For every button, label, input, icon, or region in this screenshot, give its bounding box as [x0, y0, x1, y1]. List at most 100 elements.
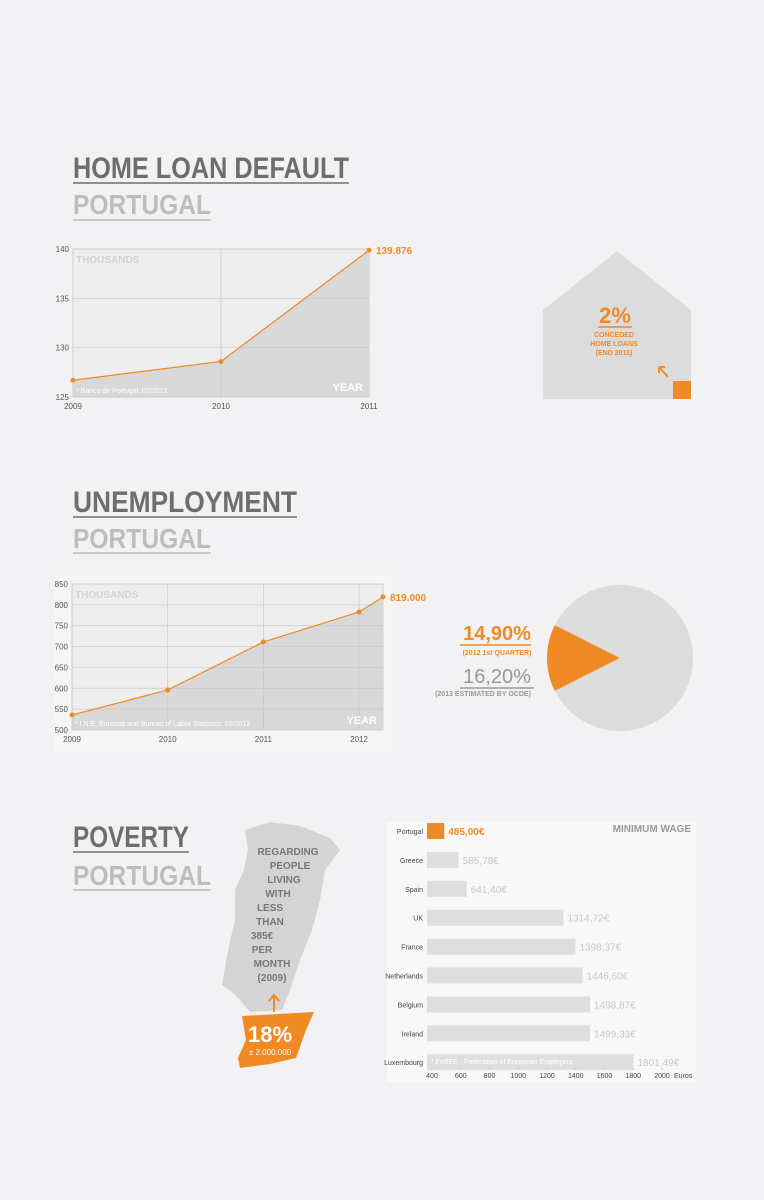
x-tick-label: 2011 [255, 735, 273, 744]
axis-unit: THOUSANDS [75, 590, 139, 601]
house-value: 2% [599, 303, 631, 328]
bar [427, 1054, 634, 1071]
area [73, 250, 369, 397]
arrow [268, 993, 280, 1012]
point [260, 639, 266, 645]
x-tick-label: 1600 [597, 1073, 613, 1080]
y-tick-label: 140 [56, 245, 70, 254]
section-subtitle: PORTUGAL [73, 189, 211, 220]
bar [427, 1025, 591, 1042]
bar [427, 938, 576, 955]
value-label: 1398,37€ [580, 943, 622, 954]
category-label: Belgium [398, 1002, 423, 1009]
map-text: THAN [256, 917, 284, 928]
y-tick-label: 550 [55, 705, 69, 714]
value-label: 1446,60€ [586, 972, 628, 983]
bar [427, 851, 459, 868]
map-text: PEOPLE [270, 861, 311, 872]
x-tick-label: 800 [484, 1073, 496, 1080]
axis-label: YEAR [346, 715, 377, 727]
category-label: Portugal [397, 829, 424, 836]
category-label: Greece [400, 858, 423, 865]
x-tick-label: 2009 [64, 402, 82, 411]
map-text: (2009) [258, 973, 287, 984]
value-label: 585,78€ [463, 856, 500, 867]
value-label: 641,40€ [471, 885, 508, 896]
house-text: (END 2011) [596, 350, 633, 357]
value-label: 1498,87€ [594, 1000, 636, 1011]
category-label: UK [413, 916, 423, 923]
axis-unit: THOUSANDS [76, 255, 140, 266]
point [380, 594, 386, 600]
map [222, 822, 340, 1012]
point [165, 687, 171, 693]
x-tick-label: 1200 [539, 1073, 555, 1080]
y-tick-label: 650 [55, 663, 69, 672]
x-tick-label: 2011 [360, 402, 378, 411]
y-tick-label: 700 [55, 643, 69, 652]
category-label: France [401, 945, 423, 952]
y-tick-label: 135 [56, 294, 70, 303]
bar [427, 967, 583, 984]
map-text: 385€ [251, 931, 274, 942]
map-value: 18% [248, 1022, 292, 1047]
map-count: ± 2.000.000 [249, 1048, 292, 1057]
map-text: PER [252, 945, 273, 956]
y-tick-label: 750 [55, 622, 69, 631]
point [218, 358, 224, 364]
map-region [238, 1012, 314, 1068]
x-tick-label: 2010 [212, 402, 230, 411]
axis-label: Euros [674, 1073, 693, 1080]
category-label: Spain [405, 887, 423, 894]
x-tick-label: 2010 [159, 735, 177, 744]
x-tick-label: 600 [455, 1073, 467, 1080]
source: * FeBEE - Federation of European Employe… [431, 1059, 573, 1066]
value-label: 1314,72€ [568, 914, 610, 925]
y-tick-label: 600 [55, 684, 69, 693]
bar [427, 996, 590, 1013]
x-tick-label: 1400 [568, 1073, 584, 1080]
house-square [673, 381, 691, 399]
bar [427, 909, 564, 926]
value-label: 139.876 [376, 246, 413, 257]
value-label: 1801,49€ [637, 1058, 679, 1069]
source: * I.N.E, Eurostat and Bureau of Labor St… [75, 721, 250, 728]
house [543, 251, 691, 399]
bar [427, 880, 467, 897]
house-text: CONCEDED [594, 332, 634, 339]
pie-slice [554, 585, 693, 731]
category-label: Netherlands [385, 974, 423, 981]
axis-label: YEAR [332, 382, 363, 394]
value-label: 485,00€ [448, 827, 485, 838]
map-text: REGARDING [257, 847, 318, 858]
category-label: Luxembourg [384, 1060, 423, 1067]
x-tick-label: 1000 [510, 1073, 526, 1080]
pie-label: 14,90% [463, 623, 531, 645]
point [69, 712, 75, 718]
section-title: HOME LOAN DEFAULT [73, 152, 349, 185]
point [356, 609, 362, 615]
bar [427, 823, 445, 839]
map-text: MONTH [254, 959, 291, 970]
y-tick-label: 130 [56, 344, 70, 353]
area [72, 596, 383, 730]
x-tick-label: 400 [426, 1073, 438, 1080]
pie-note: (2012 1st QUARTER) [463, 650, 532, 657]
pie-slice [546, 625, 620, 691]
y-tick-label: 800 [55, 601, 69, 610]
section-subtitle: PORTUGAL [73, 860, 211, 891]
source: * Banco de Portugal, 02/2012 [76, 388, 168, 395]
category-label: Ireland [402, 1031, 424, 1038]
chart-title: MINIMUM WAGE [613, 824, 692, 835]
section-title: UNEMPLOYMENT [73, 486, 297, 519]
estimate-note: (2013 ESTIMATED BY OCDE) [435, 691, 531, 698]
point [366, 247, 372, 253]
arrow [658, 366, 669, 378]
section-subtitle: PORTUGAL [73, 523, 211, 554]
estimate-label: 16,20% [463, 666, 531, 688]
map-text: LIVING [267, 875, 301, 886]
y-tick-label: 500 [55, 726, 69, 735]
map-text: WITH [265, 889, 291, 900]
